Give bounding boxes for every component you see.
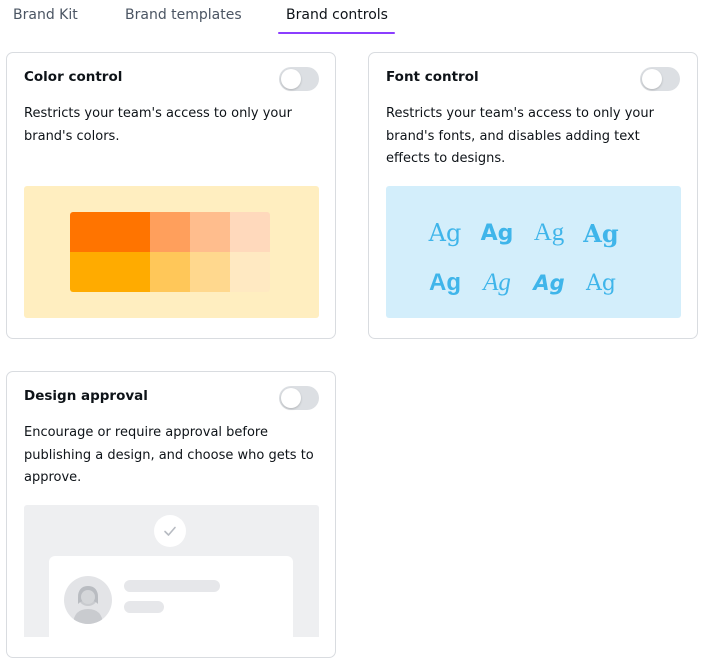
approval-preview <box>24 505 319 637</box>
design-approval-card: Design approval Encourage or require app… <box>6 371 336 658</box>
placeholder-line <box>124 580 220 592</box>
design-approval-description: Encourage or require approval before pub… <box>24 425 314 485</box>
font-sample: Ag <box>583 218 619 248</box>
design-approval-toggle[interactable] <box>279 386 319 410</box>
tab-brand-controls[interactable]: Brand controls <box>286 7 388 23</box>
font-sample-grid: Ag Ag Ag Ag Ag Ag Ag Ag <box>419 208 649 308</box>
font-control-card: Font control Restricts your team's acces… <box>368 52 698 339</box>
placeholder-line <box>124 601 164 613</box>
check-icon <box>164 526 176 536</box>
font-control-title: Font control <box>386 69 479 85</box>
color-swatch <box>230 252 270 292</box>
font-sample: Ag <box>483 269 511 296</box>
font-control-description: Restricts your team's access to only you… <box>386 106 654 166</box>
approval-check-badge <box>154 515 186 547</box>
color-swatch <box>150 212 190 252</box>
color-swatch <box>190 252 230 292</box>
design-approval-title: Design approval <box>24 388 148 404</box>
color-palette-preview <box>24 186 319 318</box>
color-control-toggle[interactable] <box>279 67 319 91</box>
tab-brand-kit[interactable]: Brand Kit <box>13 7 78 23</box>
person-icon <box>73 586 103 624</box>
color-control-card: Color control Restricts your team's acce… <box>6 52 336 339</box>
color-swatch <box>150 252 190 292</box>
font-sample: Ag <box>480 220 514 246</box>
active-tab-indicator <box>278 32 395 34</box>
toggle-knob <box>281 69 301 89</box>
color-swatch <box>190 212 230 252</box>
font-sample: Ag <box>533 219 565 246</box>
font-sample: Ag <box>586 270 616 296</box>
color-control-description: Restricts your team's access to only you… <box>24 106 292 144</box>
color-swatch <box>230 212 270 252</box>
font-sample: Ag <box>429 269 461 296</box>
font-sample: Ag <box>533 271 565 295</box>
tab-brand-templates[interactable]: Brand templates <box>125 7 242 23</box>
font-samples-preview: Ag Ag Ag Ag Ag Ag Ag Ag <box>386 186 681 318</box>
toggle-knob <box>642 69 662 89</box>
font-sample: Ag <box>428 219 462 247</box>
avatar <box>64 576 112 624</box>
toggle-knob <box>281 388 301 408</box>
brand-tabs: Brand Kit Brand templates Brand controls <box>0 0 704 36</box>
color-swatch-grid <box>70 212 270 292</box>
font-control-toggle[interactable] <box>640 67 680 91</box>
approval-request-card <box>49 556 293 637</box>
color-swatch <box>70 252 150 292</box>
color-control-title: Color control <box>24 69 123 85</box>
color-swatch <box>70 212 150 252</box>
